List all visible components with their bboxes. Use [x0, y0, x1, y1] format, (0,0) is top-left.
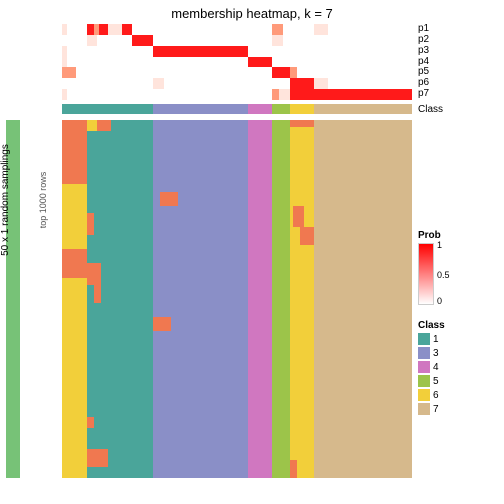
legend-item: 7 — [418, 403, 445, 417]
rows-label: top 1000 rows — [38, 100, 48, 300]
row-label: p4 — [418, 56, 478, 67]
class-legend: Class 134567 — [418, 320, 445, 417]
membership-heatmap — [62, 24, 412, 100]
row-label: p2 — [418, 34, 478, 45]
figure: membership heatmap, k = 7 p1p2p3p4p5p6p7… — [0, 0, 504, 504]
legend-item: 6 — [418, 389, 445, 403]
sampling-label: 50 x 1 random samplings — [0, 100, 11, 300]
row-label: p1 — [418, 23, 478, 34]
legend-item: 1 — [418, 333, 445, 347]
row-label: p5 — [418, 66, 478, 77]
prob-colorbar: 1 0.5 0 — [418, 243, 434, 305]
row-label: p6 — [418, 77, 478, 88]
prob-legend: Prob 1 0.5 0 — [418, 230, 441, 305]
legend-item: 4 — [418, 361, 445, 375]
class-strip-label: Class — [418, 104, 443, 115]
row-label: p3 — [418, 45, 478, 56]
main-heatmap — [62, 120, 412, 478]
class-strip — [62, 104, 412, 114]
class-legend-title: Class — [418, 320, 445, 331]
row-label: p7 — [418, 88, 478, 99]
legend-item: 3 — [418, 347, 445, 361]
legend-item: 5 — [418, 375, 445, 389]
chart-title: membership heatmap, k = 7 — [0, 0, 504, 21]
